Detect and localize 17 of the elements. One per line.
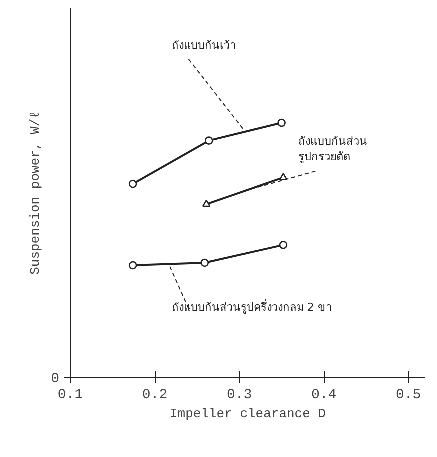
y-axis-title: Suspension power, W/ℓ [28,111,44,275]
text: ถังแบบก้นส่วนรูปครึ่งวงกลม 2 ขา [172,299,332,314]
x-tick-label: 0.1 [58,388,84,404]
point [128,261,138,270]
text: 0 [51,372,60,388]
x-axis-title: Impeller clearance D [170,406,326,422]
x-tick-label: 0.4 [311,388,337,404]
point [279,241,288,250]
point [278,118,286,128]
x-tick-label: 0.2 [142,388,168,404]
point [204,136,214,145]
x-tick-label: 0.5 [396,388,422,404]
x-tick-label: 0.3 [226,388,252,404]
text: ถังแบบก้นเว้า [172,38,236,52]
point [128,180,138,188]
series-label: ถังแบบก้นส่วน รูปกรวยตัด [298,135,368,164]
point [200,258,210,268]
